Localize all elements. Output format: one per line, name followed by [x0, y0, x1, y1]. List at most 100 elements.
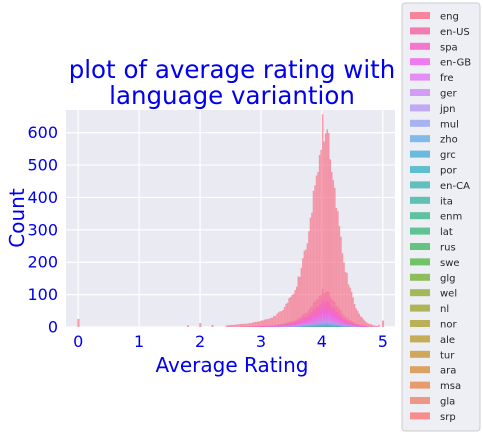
- hist-bar-eng: [341, 253, 344, 327]
- histogram-bars: [77, 114, 385, 327]
- hist-bar-eng: [334, 187, 336, 327]
- hist-bar-other: [245, 326, 248, 327]
- hist-bar-other: [250, 326, 252, 327]
- hist-bar-eng: [242, 323, 245, 327]
- hist-bar-other: [300, 326, 303, 327]
- hist-bar-eng: [267, 318, 269, 327]
- hist-bar-eng: [294, 290, 296, 327]
- hist-bar-eng: [233, 324, 236, 327]
- hist-bar-eng: [211, 325, 214, 327]
- legend-entry: spa: [440, 42, 458, 53]
- hist-bar-eng: [344, 271, 347, 327]
- legend-entry: wel: [440, 289, 457, 300]
- hist-bar-eng: [260, 320, 263, 327]
- hist-bar-eng: [314, 185, 316, 327]
- legend-entry: fre: [440, 73, 454, 84]
- hist-bar-eng: [361, 317, 364, 327]
- legend-entry: grc: [440, 150, 456, 161]
- hist-bar-other: [253, 326, 255, 327]
- hist-bar-other: [363, 326, 365, 327]
- hist-bar-eng: [235, 324, 237, 327]
- hist-bar-other: [289, 326, 292, 327]
- hist-bar-eng: [364, 321, 367, 327]
- hist-bar-other: [320, 326, 322, 327]
- y-tick-label: 500: [27, 156, 58, 175]
- hist-bar-eng: [227, 325, 229, 327]
- hist-bar-eng: [305, 249, 307, 327]
- hist-bar-eng: [378, 324, 380, 327]
- legend-swatch: [410, 289, 430, 297]
- hist-bar-other: [323, 326, 325, 327]
- hist-bar-other: [256, 326, 258, 327]
- hist-bar-eng: [239, 323, 242, 327]
- hist-bar-eng: [241, 323, 243, 327]
- legend-entry: en-GB: [440, 58, 471, 69]
- hist-bar-other: [264, 326, 266, 327]
- hist-bar-eng: [187, 325, 190, 327]
- hist-bar-other: [280, 326, 283, 327]
- legend-entry: lat: [440, 227, 453, 238]
- x-tick-label: 3: [256, 332, 266, 351]
- hist-bar-other: [366, 326, 368, 327]
- hist-bar-eng: [289, 296, 292, 327]
- chart-title-line-1: plot of average rating with: [69, 55, 396, 84]
- hist-bar-eng: [277, 312, 280, 327]
- x-tick-label: 0: [73, 332, 83, 351]
- hist-bar-other: [329, 326, 332, 327]
- hist-bar-other: [257, 326, 260, 327]
- hist-bar-other: [292, 326, 295, 327]
- legend-entry: msa: [440, 381, 461, 392]
- legend-swatch: [410, 89, 430, 96]
- hist-bar-eng: [225, 325, 228, 327]
- legend-entry: en-US: [440, 27, 470, 38]
- hist-bar-eng: [329, 159, 332, 327]
- legend-swatch: [410, 320, 430, 327]
- hist-bar-other: [350, 326, 353, 327]
- hist-bar-other: [254, 326, 257, 327]
- hist-bar-other: [247, 326, 249, 327]
- x-axis-label: Average Rating: [156, 353, 309, 377]
- hist-bar-other: [347, 326, 350, 327]
- hist-bar-eng: [270, 317, 272, 327]
- hist-bar-eng: [318, 155, 321, 327]
- hist-bar-eng: [358, 313, 360, 327]
- hist-bar-eng: [337, 211, 339, 327]
- legend-swatch: [410, 304, 430, 312]
- hist-bar-other: [353, 326, 356, 327]
- hist-bar-other: [306, 326, 309, 327]
- hist-bar-eng: [332, 180, 335, 327]
- hist-bar-eng: [295, 286, 298, 327]
- legend-swatch: [410, 119, 430, 127]
- hist-bar-other: [369, 326, 371, 327]
- hist-bar-other: [305, 326, 307, 327]
- hist-bar-eng: [311, 212, 313, 327]
- hist-bar-eng: [232, 324, 234, 327]
- hist-bar-eng: [244, 323, 246, 327]
- hist-bar-other: [271, 326, 274, 327]
- hist-bar-eng: [326, 129, 328, 327]
- hist-bar-eng: [353, 304, 356, 327]
- hist-bar-eng: [279, 311, 281, 327]
- hist-bar-other: [267, 326, 269, 327]
- legend-entry: en-CA: [440, 181, 470, 192]
- y-tick-label: 400: [27, 188, 58, 207]
- hist-bar-eng: [376, 325, 379, 327]
- hist-bar-other: [297, 326, 300, 327]
- hist-bar-eng: [312, 190, 315, 327]
- hist-bar-eng: [280, 311, 283, 327]
- legend-entry: rus: [440, 243, 456, 254]
- hist-bar-eng: [285, 303, 287, 327]
- hist-bar-eng: [274, 315, 277, 327]
- y-tick-label: 200: [27, 253, 58, 272]
- hist-bar-other: [303, 326, 306, 327]
- hist-bar-eng: [262, 320, 265, 327]
- legend-entry: nl: [440, 304, 449, 315]
- x-tick-label: 1: [134, 332, 144, 351]
- hist-bar-eng: [283, 307, 286, 327]
- hist-bar-other: [361, 326, 364, 327]
- hist-bar-eng: [228, 325, 231, 327]
- legend-entry: ger: [440, 89, 458, 100]
- hist-bar-eng: [273, 315, 275, 327]
- legend-entry: eng: [440, 12, 459, 23]
